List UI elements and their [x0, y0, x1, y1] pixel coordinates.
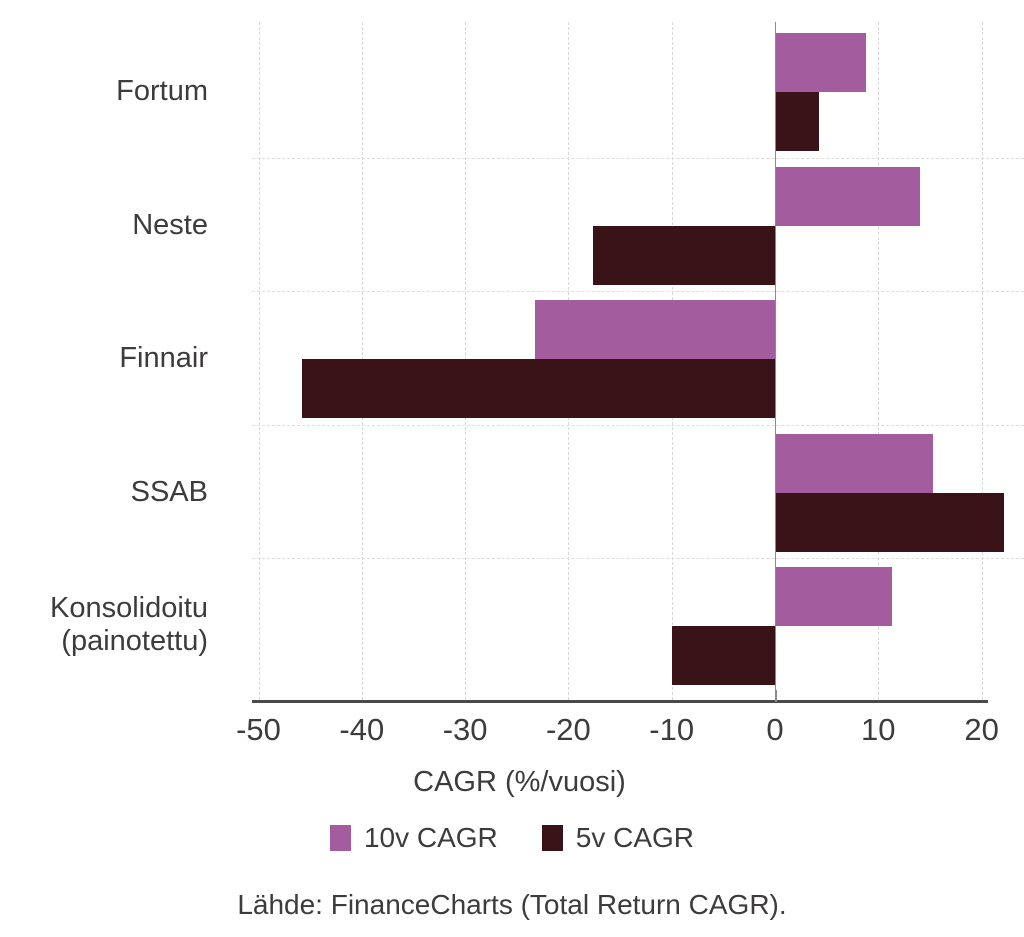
bar-fortum-5v — [775, 92, 820, 151]
x-tick-label: -20 — [545, 712, 591, 747]
bar-fortum-10v — [775, 33, 866, 92]
chart-legend: 10v CAGR 5v CAGR — [0, 822, 1024, 854]
gridline-vertical — [981, 22, 983, 700]
y-axis-label-fortum: Fortum — [116, 75, 208, 107]
zero-tick-mark — [775, 690, 777, 702]
x-tick-label: -10 — [649, 712, 695, 747]
legend-item-10v[interactable]: 10v CAGR — [329, 822, 498, 854]
gridline-vertical — [878, 22, 880, 700]
bar-neste-5v — [593, 225, 775, 285]
x-tick-label: 0 — [766, 712, 784, 747]
gridline-horizontal — [252, 157, 1024, 159]
x-axis-title: CAGR (%/vuosi) — [0, 766, 1024, 799]
zero-line — [775, 22, 776, 700]
bar-konsolidoitu-5v — [671, 626, 775, 685]
y-axis-label-ssab: SSAB — [130, 475, 208, 508]
x-axis-tick-labels: -50 -40 -30 -20 -10 0 10 20 — [0, 712, 1024, 752]
legend-swatch-icon — [541, 825, 563, 851]
legend-swatch-icon — [329, 825, 351, 851]
source-note: Lähde: FinanceCharts (Total Return CAGR)… — [237, 889, 787, 920]
bar-neste-10v — [775, 166, 920, 226]
x-tick-label: -50 — [236, 712, 281, 747]
x-tick-label: -30 — [442, 712, 488, 747]
x-axis-line — [252, 700, 988, 703]
y-axis-label-finnair: Finnair — [119, 342, 208, 374]
plot-area — [252, 22, 1024, 700]
gridline-horizontal — [252, 291, 1024, 292]
gridline-horizontal — [252, 558, 1024, 559]
bar-finnair-5v — [301, 359, 775, 418]
legend-label: 5v CAGR — [575, 822, 695, 853]
x-axis-title-text: CAGR (%/vuosi) — [413, 766, 626, 798]
gridline-vertical — [258, 22, 260, 700]
bar-ssab-10v — [775, 433, 934, 493]
bar-ssab-5v — [775, 492, 1005, 552]
legend-label: 10v CAGR — [363, 822, 498, 853]
y-axis-labels: Fortum Neste Finnair SSAB Konsolidoitu (pain… — [0, 0, 232, 700]
legend-item-5v[interactable]: 5v CAGR — [541, 822, 695, 854]
bar-finnair-10v — [535, 300, 775, 359]
bar-konsolidoitu-10v — [775, 567, 892, 626]
x-tick-label: 20 — [964, 712, 999, 747]
x-tick-label: 10 — [861, 712, 896, 747]
gridline-horizontal — [252, 424, 1024, 426]
y-axis-label-neste: Neste — [132, 208, 208, 241]
x-tick-label: -40 — [339, 712, 385, 747]
y-axis-label-konsolidoitu: Konsolidoitu (painotettu) — [50, 592, 208, 658]
